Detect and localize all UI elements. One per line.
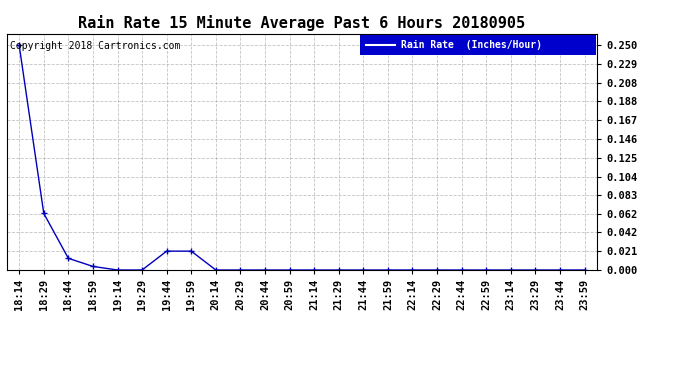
Text: Copyright 2018 Cartronics.com: Copyright 2018 Cartronics.com bbox=[10, 41, 180, 51]
Title: Rain Rate 15 Minute Average Past 6 Hours 20180905: Rain Rate 15 Minute Average Past 6 Hours… bbox=[78, 15, 526, 31]
FancyBboxPatch shape bbox=[359, 35, 595, 55]
Text: Rain Rate  (Inches/Hour): Rain Rate (Inches/Hour) bbox=[401, 40, 542, 50]
